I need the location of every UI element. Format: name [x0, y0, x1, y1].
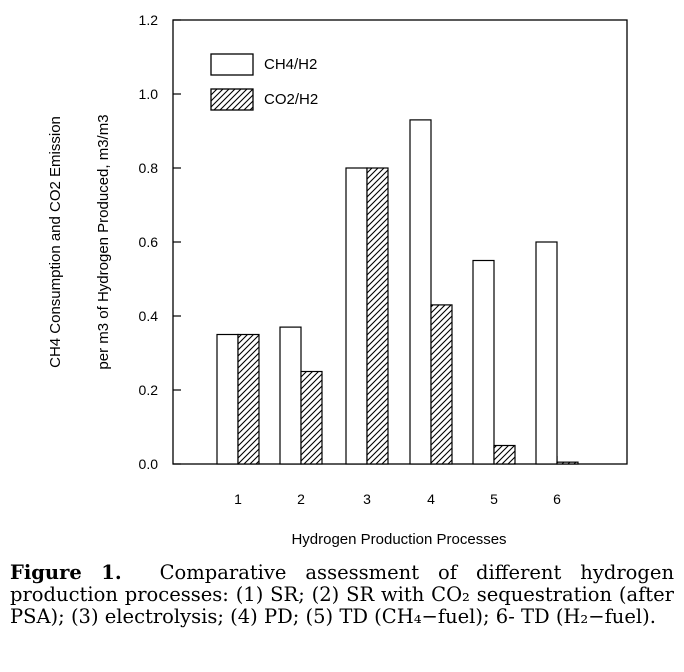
bar-ch4-5: [472, 259, 495, 465]
y-tick-label: 1.2: [139, 12, 159, 28]
legend-swatch: [210, 53, 254, 76]
bar-co2-6: [556, 461, 579, 465]
bar-co2-2: [300, 370, 323, 465]
y-tick-label: 0.2: [139, 382, 159, 398]
bars: [216, 119, 579, 465]
legend-label: CO2/H2: [264, 91, 318, 108]
bar-ch4-3: [345, 167, 368, 465]
figure-caption: Figure 1. Comparative assessment of diff…: [10, 562, 674, 628]
bar-ch4-4: [409, 119, 432, 465]
y-tick-label: 1.0: [139, 86, 159, 102]
bar-chart: 0.0 0.2 0.4 0.6 0.8 1.0 1.2 1 2 3 4 5 6 Hydrogen Prod…: [47, 12, 628, 548]
x-tick-label: 6: [553, 491, 561, 507]
x-tick-label: 5: [490, 491, 498, 507]
bar-co2-4: [430, 304, 453, 465]
bar-co2-3: [366, 167, 389, 465]
x-tick-label: 3: [363, 491, 371, 507]
x-tick-label: 4: [427, 491, 435, 507]
bar-ch4-2: [279, 326, 302, 465]
x-tick-label: 2: [297, 491, 305, 507]
y-tick-label: 0.0: [139, 456, 159, 472]
legend: CH4/H2 CO2/H2: [210, 53, 318, 111]
axes-text: 0.0 0.2 0.4 0.6 0.8 1.0 1.2 1 2 3 4 5 6 Hydrogen Prod…: [47, 12, 561, 548]
x-axis-label: Hydrogen Production Processes: [291, 531, 506, 548]
y-axis-label-line1: CH4 Consumption and CO2 Emission: [47, 116, 64, 368]
legend-label: CH4/H2: [264, 56, 317, 73]
bar-ch4-1: [216, 333, 239, 465]
legend-swatch: [210, 88, 254, 111]
y-tick-label: 0.6: [139, 234, 159, 250]
y-tick-label: 0.4: [139, 308, 159, 324]
caption-label: Figure 1.: [10, 561, 122, 584]
y-tick-label: 0.8: [139, 160, 159, 176]
bar-ch4-6: [535, 241, 558, 465]
bar-co2-1: [237, 333, 260, 465]
caption-text: Comparative assessment of different hydr…: [10, 561, 675, 628]
y-axis-label-line2: per m3 of Hydrogen Produced, m3/m3: [95, 114, 112, 369]
x-tick-label: 1: [234, 491, 242, 507]
bar-co2-5: [493, 444, 516, 465]
